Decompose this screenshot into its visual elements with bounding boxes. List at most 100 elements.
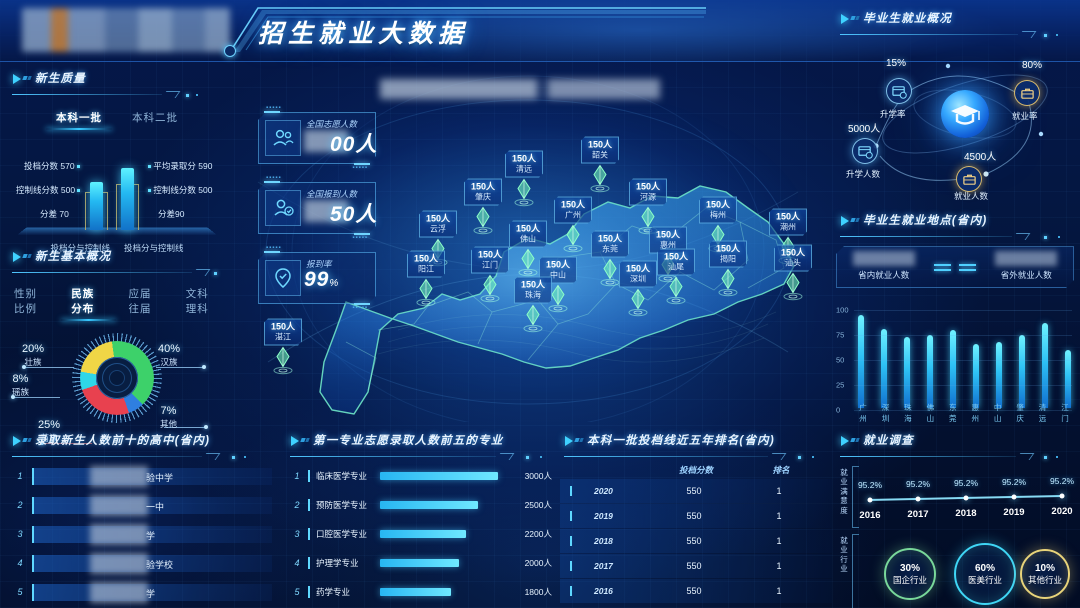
- table-header: 投档分数 排名: [560, 460, 832, 478]
- tab-arts-vs-science[interactable]: 文科理科: [185, 288, 209, 315]
- major-name: 口腔医学专业: [308, 528, 380, 540]
- school-name-blurred: [90, 552, 148, 574]
- card-value: 50人: [330, 203, 378, 226]
- map-marker-珠海[interactable]: 150人 珠海: [514, 277, 552, 333]
- stat-card-users[interactable]: ▪▪▪▪▪ ▪▪▪▪▪ 全国志愿人数 00人: [258, 105, 376, 171]
- list-item[interactable]: 3 学: [8, 521, 278, 547]
- list-item[interactable]: 2 一中: [8, 492, 278, 518]
- list-item[interactable]: 2 预防医学专业 2500人: [286, 492, 556, 518]
- table-row[interactable]: 2017 550 1: [560, 554, 832, 578]
- card-title: 报到率: [306, 259, 332, 269]
- map-marker-梅州[interactable]: 150人 梅州: [699, 197, 737, 253]
- bar-y-label: 25: [836, 380, 845, 390]
- marker-label: 150人 深圳: [619, 261, 657, 288]
- map-marker-韶关[interactable]: 150人 韶关: [581, 137, 619, 193]
- map-marker-云浮[interactable]: 150人 云浮: [419, 211, 457, 267]
- cell-score: 550: [686, 586, 702, 596]
- map-pin-icon: [717, 267, 739, 302]
- quality-tabs[interactable]: 本科一批 本科二批: [8, 108, 226, 130]
- tab-gender-ratio[interactable]: 性别比例: [14, 288, 37, 315]
- industry-bubble-医美行业[interactable]: 60% 医美行业: [954, 543, 1016, 605]
- section-bracket: [852, 534, 859, 608]
- triangle-icon: [841, 216, 849, 226]
- table-row[interactable]: 2019 550 1: [560, 504, 832, 528]
- map-pin-icon: [522, 303, 544, 338]
- card-dots: ▪▪▪▪▪: [352, 305, 368, 311]
- bar-column: [994, 308, 1003, 408]
- marker-label: 150人 汕尾: [657, 249, 695, 276]
- orbit-node-jinxue-rate[interactable]: [886, 78, 912, 104]
- map-banner-blurred: [380, 79, 660, 99]
- stat-card-user-check[interactable]: ▪▪▪▪▪ ▪▪▪▪▪ 全国报到人数 50人: [258, 175, 378, 241]
- marker-city: 揭阳: [720, 254, 736, 264]
- list-item[interactable]: 4 验学校: [8, 550, 278, 576]
- triangle-icon: [565, 436, 573, 446]
- list-item[interactable]: 4 护理学专业 2000人: [286, 550, 556, 576]
- map-marker-清远[interactable]: 150人 清远: [505, 151, 543, 207]
- map-marker-阳江[interactable]: 150人 阳江: [407, 251, 445, 307]
- map-marker-东莞[interactable]: 150人 东莞: [591, 231, 629, 287]
- list-item[interactable]: 1 验中学: [8, 463, 278, 489]
- card-dots: ▪▪▪▪▪: [266, 245, 282, 251]
- list-item[interactable]: 3 口腔医学专业 2200人: [286, 521, 556, 547]
- tab-ethnic-distribution[interactable]: 民族分布: [61, 284, 116, 321]
- map-marker-河源[interactable]: 150人 河源: [629, 179, 667, 235]
- marker-label: 150人 清远: [505, 151, 543, 178]
- map-marker-汕头[interactable]: 150人 汕头: [774, 245, 812, 301]
- map-marker-汕尾[interactable]: 150人 汕尾: [657, 249, 695, 305]
- table-row[interactable]: 2020 550 1: [560, 479, 832, 503]
- triangle-icon-tiny: [27, 76, 32, 80]
- marker-city: 韶关: [592, 150, 608, 160]
- basic-tabs[interactable]: 性别比例 民族分布 应届往届 文科理科: [8, 284, 226, 321]
- map-marker-深圳[interactable]: 150人 深圳: [619, 261, 657, 317]
- orbit-label-employ-rate: 就业率: [1012, 111, 1038, 121]
- marker-value: 150人: [597, 233, 623, 244]
- map-marker-中山[interactable]: 150人 中山: [539, 257, 577, 313]
- list-item[interactable]: 1 临床医学专业 3000人: [286, 463, 556, 489]
- industry-bubble-其他行业[interactable]: 10% 其他行业: [1020, 549, 1070, 599]
- year-label: 2019: [1003, 507, 1025, 518]
- orbit-node-employ-count[interactable]: [956, 166, 982, 192]
- marker-label: 150人 梅州: [699, 197, 737, 224]
- tab-benke-yipi[interactable]: 本科一批: [46, 108, 112, 130]
- map-marker-广州[interactable]: 150人 广州: [554, 197, 592, 253]
- rank-number: 3: [294, 529, 300, 539]
- triangle-icon-tiny: [855, 218, 860, 222]
- equals-icon: [934, 264, 951, 271]
- map-marker-揭阳[interactable]: 150人 揭阳: [709, 241, 747, 297]
- panel-graduate-overview: 毕业生就业概况: [836, 10, 1074, 201]
- tab-benke-erpi[interactable]: 本科二批: [132, 112, 178, 124]
- orbit-node-employ-rate[interactable]: [1014, 80, 1040, 106]
- quality-axis-labels: 投档分与控制线 投档分与控制线: [8, 242, 226, 254]
- major-name: 护理学专业: [308, 557, 380, 569]
- title-decoration: [228, 6, 708, 54]
- map-marker-肇庆[interactable]: 150人 肇庆: [464, 179, 502, 235]
- marker-label: 150人 肇庆: [464, 179, 502, 206]
- marker-value: 150人: [511, 153, 537, 164]
- marker-city: 云浮: [430, 224, 446, 234]
- map-pin-icon: [627, 287, 649, 322]
- map-marker-湛江[interactable]: 150人 湛江: [264, 319, 302, 375]
- bar-x-label: 中山: [993, 403, 1002, 423]
- quality-bar-1: [90, 182, 103, 230]
- card-icon: [891, 85, 907, 99]
- briefcase-icon: [962, 174, 976, 185]
- major-value: 2000人: [524, 558, 552, 568]
- list-item[interactable]: 5 药学专业 1800人: [286, 579, 556, 605]
- stat-card-location-check[interactable]: ▪▪▪▪▪ ▪▪▪▪▪ 报到率 99%: [258, 245, 376, 311]
- table-row[interactable]: 2018 550 1: [560, 529, 832, 553]
- list-item[interactable]: 5 学: [8, 579, 278, 605]
- donut-label-other: 7% 其他: [160, 405, 178, 429]
- donut-label-zhuang: 20% 壮族: [22, 343, 45, 367]
- map-marker-潮州[interactable]: 150人 潮州: [769, 209, 807, 265]
- tab-fresh-vs-repeat[interactable]: 应届往届: [128, 288, 152, 315]
- orbit-node-jinxue-count[interactable]: [852, 138, 878, 164]
- bar-x-label: 深圳: [881, 403, 890, 423]
- map-marker-佛山[interactable]: 150人 佛山: [509, 221, 547, 277]
- panel-title-text: 录取新生人数前十的高中(省内): [35, 435, 211, 447]
- line-point-label: 95.2%: [953, 478, 979, 488]
- industry-bubble-国企行业[interactable]: 30% 国企行业: [884, 548, 936, 600]
- line-point: [1059, 493, 1065, 499]
- table-row[interactable]: 2016 550 1: [560, 579, 832, 603]
- map-marker-江门[interactable]: 150人 江门: [471, 247, 509, 303]
